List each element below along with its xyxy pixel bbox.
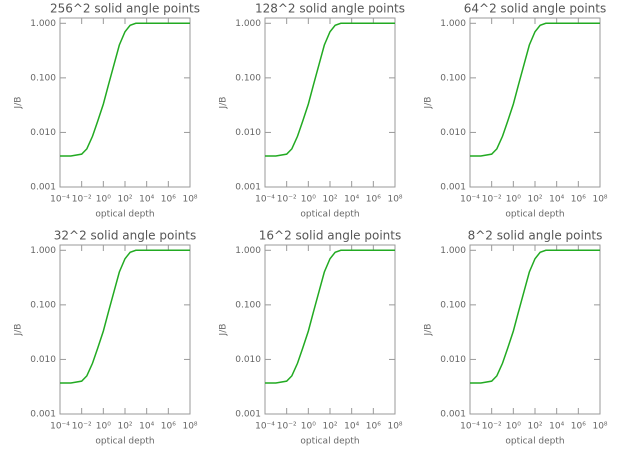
y-tick-label: 0.001: [235, 183, 261, 193]
panel-title: 64^2 solid angle points: [464, 2, 606, 16]
x-axis-label: optical depth: [300, 437, 359, 447]
x-tick-label: 10⁸: [387, 422, 402, 432]
plot-frame: [59, 17, 191, 188]
x-tick-label: 10⁴: [139, 195, 154, 205]
x-tick-label: 10⁰: [506, 195, 521, 205]
x-tick-label: 10⁸: [182, 195, 197, 205]
y-tick-label: 0.100: [235, 300, 261, 310]
x-tick-label: 10⁻⁴: [460, 422, 480, 432]
x-tick-label: 10²: [117, 195, 132, 205]
y-tick-label: 0.010: [440, 355, 466, 365]
plot-frame: [264, 244, 396, 415]
x-tick-label: 10⁻²: [482, 422, 502, 432]
x-tick-label: 10⁶: [161, 195, 176, 205]
y-tick-label: 1.000: [235, 19, 261, 29]
y-tick-label: 0.100: [440, 300, 466, 310]
line: [470, 249, 600, 384]
x-tick-label: 10²: [322, 195, 337, 205]
plot-frame: [264, 17, 396, 188]
y-tick-label: 1.000: [30, 246, 56, 256]
plot-frame: [469, 244, 601, 415]
y-axis-label: J/B: [14, 97, 24, 110]
x-tick-label: 10⁻²: [482, 195, 502, 205]
x-tick-label: 10⁰: [301, 195, 316, 205]
x-axis-label: optical depth: [505, 437, 564, 447]
panel-title: 32^2 solid angle points: [54, 229, 196, 243]
x-tick-label: 10⁶: [571, 195, 586, 205]
x-tick-label: 10⁻⁴: [50, 422, 70, 432]
x-tick-label: 10⁻²: [72, 422, 92, 432]
x-tick-label: 10⁶: [366, 195, 381, 205]
x-tick-label: 10⁻⁴: [255, 422, 275, 432]
x-axis-label: optical depth: [505, 210, 564, 220]
y-tick-label: 0.100: [440, 73, 466, 83]
x-tick-label: 10⁻²: [277, 422, 297, 432]
x-tick-label: 10⁻²: [72, 195, 92, 205]
x-tick-label: 10⁴: [549, 422, 564, 432]
x-axis-label: optical depth: [95, 210, 154, 220]
line: [470, 22, 600, 157]
y-tick-label: 0.001: [30, 410, 56, 420]
x-tick-label: 10⁸: [592, 195, 607, 205]
panel-title: 8^2 solid angle points: [468, 229, 603, 243]
x-tick-label: 10²: [117, 422, 132, 432]
x-tick-label: 10⁰: [301, 422, 316, 432]
x-tick-label: 10⁻⁴: [50, 195, 70, 205]
x-tick-label: 10⁶: [571, 422, 586, 432]
y-tick-label: 1.000: [30, 19, 56, 29]
x-tick-label: 10⁰: [96, 195, 111, 205]
y-tick-label: 0.010: [30, 355, 56, 365]
plot-frame: [59, 244, 191, 415]
x-tick-label: 10⁸: [387, 195, 402, 205]
x-tick-label: 10⁸: [592, 422, 607, 432]
y-axis-label: J/B: [219, 324, 229, 337]
y-axis-label: J/B: [424, 97, 434, 110]
panel-title: 256^2 solid angle points: [50, 2, 200, 16]
x-tick-label: 10⁰: [96, 422, 111, 432]
x-tick-label: 10⁴: [344, 195, 359, 205]
panel-title: 16^2 solid angle points: [259, 229, 401, 243]
y-tick-label: 0.100: [30, 73, 56, 83]
line: [60, 249, 190, 384]
y-tick-label: 1.000: [440, 246, 466, 256]
y-axis-label: J/B: [219, 97, 229, 110]
y-tick-label: 0.001: [440, 410, 466, 420]
y-tick-label: 0.001: [440, 183, 466, 193]
x-tick-label: 10⁶: [161, 422, 176, 432]
y-tick-label: 1.000: [235, 246, 261, 256]
y-axis-label: J/B: [14, 324, 24, 337]
x-tick-label: 10⁶: [366, 422, 381, 432]
y-tick-label: 0.100: [30, 300, 56, 310]
line: [60, 22, 190, 157]
x-tick-label: 10²: [527, 195, 542, 205]
x-axis-label: optical depth: [95, 437, 154, 447]
y-tick-label: 1.000: [440, 19, 466, 29]
line: [265, 249, 395, 384]
y-tick-label: 0.001: [30, 183, 56, 193]
y-tick-label: 0.010: [440, 128, 466, 138]
x-tick-label: 10⁻⁴: [255, 195, 275, 205]
x-tick-label: 10⁴: [549, 195, 564, 205]
plot-frame: [469, 17, 601, 188]
y-tick-label: 0.001: [235, 410, 261, 420]
x-axis-label: optical depth: [300, 210, 359, 220]
y-tick-label: 0.010: [235, 128, 261, 138]
x-tick-label: 10⁴: [139, 422, 154, 432]
y-tick-label: 0.010: [235, 355, 261, 365]
x-tick-label: 10⁰: [506, 422, 521, 432]
y-tick-label: 0.100: [235, 73, 261, 83]
line: [265, 22, 395, 157]
x-tick-label: 10⁻²: [277, 195, 297, 205]
x-tick-label: 10²: [322, 422, 337, 432]
x-tick-label: 10⁴: [344, 422, 359, 432]
y-tick-label: 0.010: [30, 128, 56, 138]
x-tick-label: 10⁸: [182, 422, 197, 432]
panel-title: 128^2 solid angle points: [255, 2, 405, 16]
x-tick-label: 10²: [527, 422, 542, 432]
y-axis-label: J/B: [424, 324, 434, 337]
x-tick-label: 10⁻⁴: [460, 195, 480, 205]
